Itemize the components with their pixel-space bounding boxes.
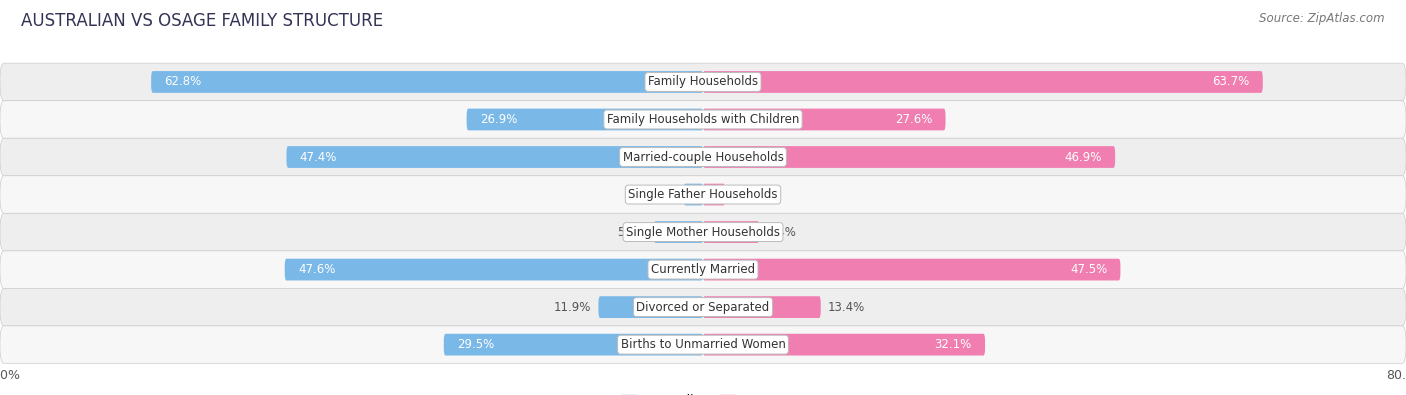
Text: 29.5%: 29.5%	[457, 338, 494, 351]
FancyBboxPatch shape	[0, 251, 1406, 288]
FancyBboxPatch shape	[703, 334, 986, 356]
Text: 11.9%: 11.9%	[554, 301, 592, 314]
FancyBboxPatch shape	[599, 296, 703, 318]
FancyBboxPatch shape	[703, 71, 1263, 93]
Text: Family Households with Children: Family Households with Children	[607, 113, 799, 126]
FancyBboxPatch shape	[0, 213, 1406, 251]
FancyBboxPatch shape	[0, 138, 1406, 176]
Text: Family Households: Family Households	[648, 75, 758, 88]
FancyBboxPatch shape	[703, 146, 1115, 168]
FancyBboxPatch shape	[287, 146, 703, 168]
Text: 63.7%: 63.7%	[1212, 75, 1250, 88]
FancyBboxPatch shape	[0, 63, 1406, 101]
Text: Single Father Households: Single Father Households	[628, 188, 778, 201]
Text: 47.6%: 47.6%	[298, 263, 335, 276]
FancyBboxPatch shape	[152, 71, 703, 93]
Text: Divorced or Separated: Divorced or Separated	[637, 301, 769, 314]
FancyBboxPatch shape	[0, 326, 1406, 363]
FancyBboxPatch shape	[683, 184, 703, 205]
Text: 13.4%: 13.4%	[828, 301, 865, 314]
FancyBboxPatch shape	[0, 101, 1406, 138]
Text: 46.9%: 46.9%	[1064, 150, 1102, 164]
FancyBboxPatch shape	[703, 109, 945, 130]
FancyBboxPatch shape	[0, 176, 1406, 213]
Text: Currently Married: Currently Married	[651, 263, 755, 276]
FancyBboxPatch shape	[0, 288, 1406, 326]
Text: 6.4%: 6.4%	[766, 226, 796, 239]
FancyBboxPatch shape	[444, 334, 703, 356]
Text: 2.2%: 2.2%	[647, 188, 676, 201]
Text: 2.5%: 2.5%	[733, 188, 762, 201]
FancyBboxPatch shape	[467, 109, 703, 130]
Text: Single Mother Households: Single Mother Households	[626, 226, 780, 239]
FancyBboxPatch shape	[703, 184, 725, 205]
Text: Births to Unmarried Women: Births to Unmarried Women	[620, 338, 786, 351]
Text: Married-couple Households: Married-couple Households	[623, 150, 783, 164]
Text: 47.4%: 47.4%	[299, 150, 337, 164]
Legend: Australian, Osage: Australian, Osage	[617, 391, 789, 395]
FancyBboxPatch shape	[703, 259, 1121, 280]
Text: Source: ZipAtlas.com: Source: ZipAtlas.com	[1260, 12, 1385, 25]
Text: 26.9%: 26.9%	[479, 113, 517, 126]
FancyBboxPatch shape	[285, 259, 703, 280]
Text: 47.5%: 47.5%	[1070, 263, 1108, 276]
FancyBboxPatch shape	[703, 221, 759, 243]
Text: 32.1%: 32.1%	[935, 338, 972, 351]
FancyBboxPatch shape	[654, 221, 703, 243]
Text: 62.8%: 62.8%	[165, 75, 201, 88]
FancyBboxPatch shape	[703, 296, 821, 318]
Text: AUSTRALIAN VS OSAGE FAMILY STRUCTURE: AUSTRALIAN VS OSAGE FAMILY STRUCTURE	[21, 12, 384, 30]
Text: 27.6%: 27.6%	[896, 113, 932, 126]
Text: 5.6%: 5.6%	[617, 226, 647, 239]
